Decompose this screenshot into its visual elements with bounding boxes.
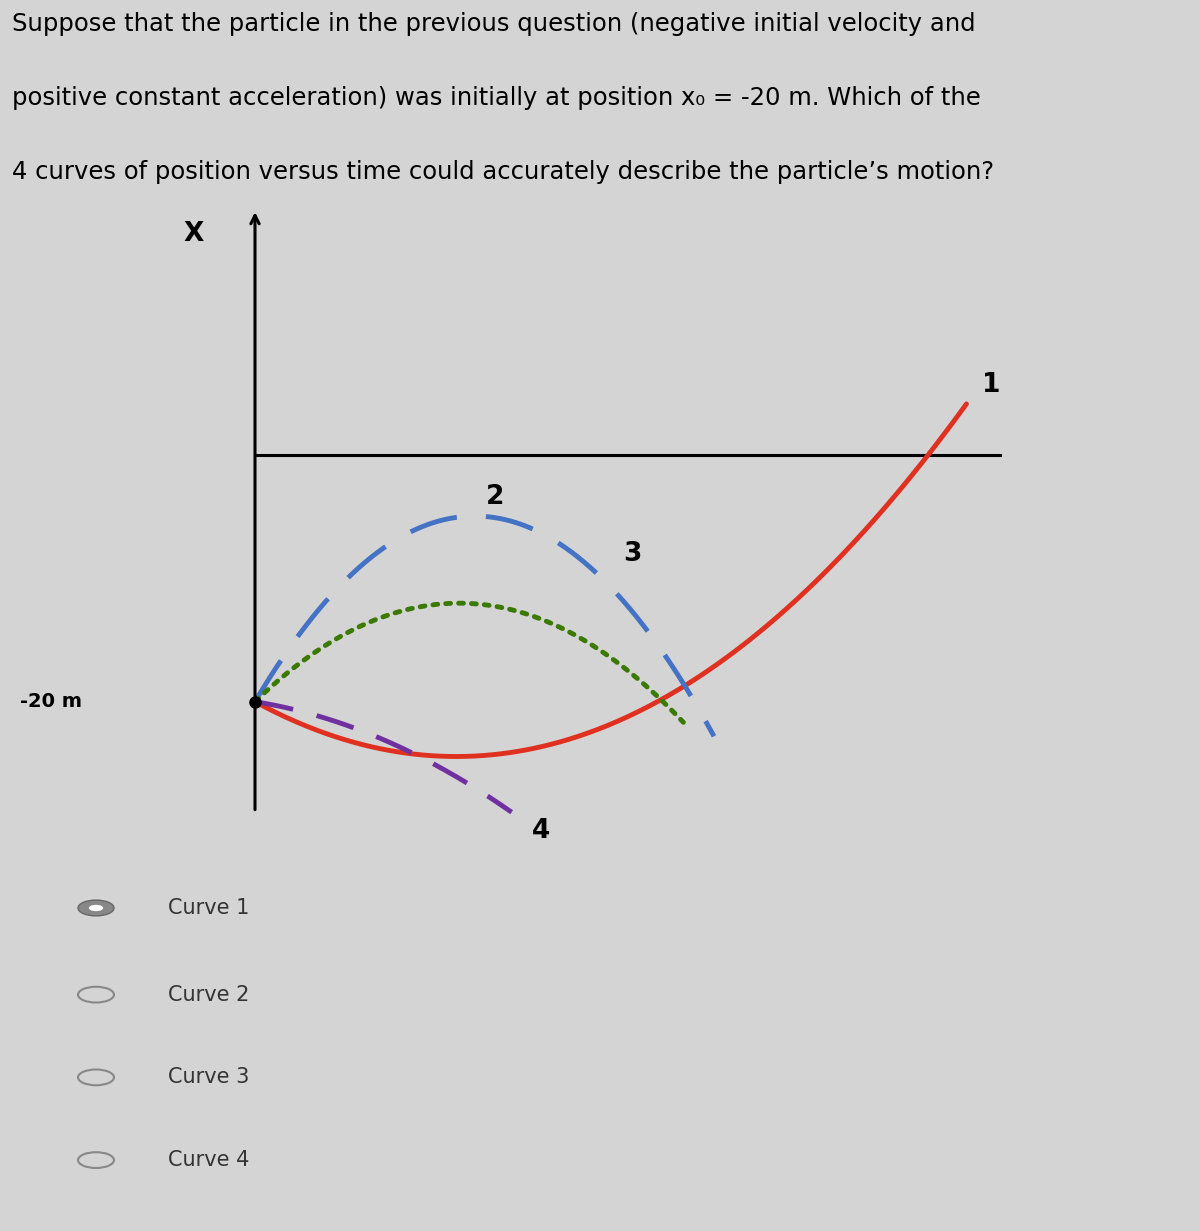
Text: 4: 4 (532, 819, 551, 844)
Text: X: X (184, 220, 204, 247)
Text: 1: 1 (982, 372, 1001, 398)
Text: positive constant acceleration) was initially at position x₀ = -20 m. Which of t: positive constant acceleration) was init… (12, 86, 980, 110)
Text: Curve 1: Curve 1 (168, 897, 250, 918)
Text: 2: 2 (486, 484, 504, 510)
Text: 4 curves of position versus time could accurately describe the particle’s motion: 4 curves of position versus time could a… (12, 160, 994, 183)
Text: -20 m: -20 m (20, 692, 83, 712)
Ellipse shape (89, 905, 103, 911)
Text: Curve 3: Curve 3 (168, 1067, 250, 1087)
Text: Suppose that the particle in the previous question (negative initial velocity an: Suppose that the particle in the previou… (12, 12, 976, 36)
Text: 3: 3 (623, 540, 642, 567)
Text: Curve 2: Curve 2 (168, 985, 250, 1004)
Text: Curve 4: Curve 4 (168, 1150, 250, 1171)
Ellipse shape (78, 900, 114, 916)
